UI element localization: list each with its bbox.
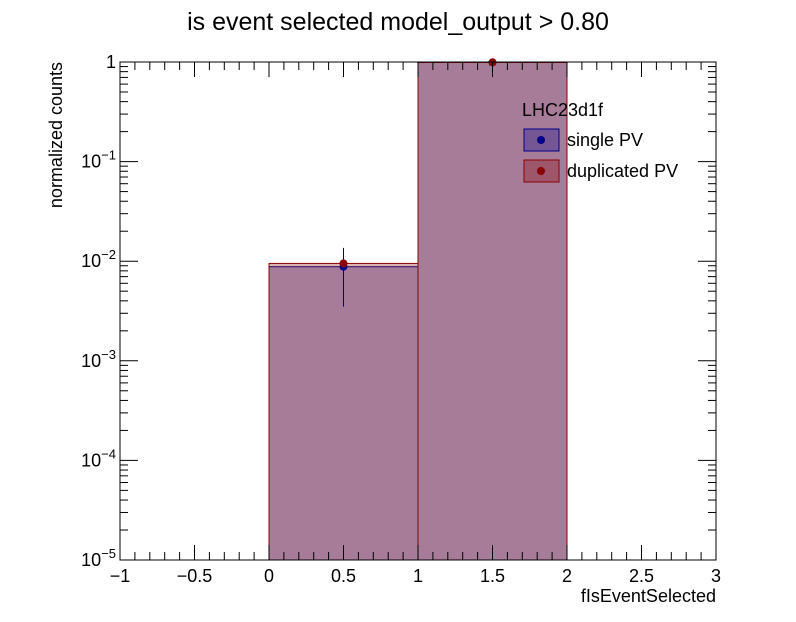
y-tick-label: 10−4 [81,446,116,470]
histogram-bar-duplicated-pv-bin-0 [268,262,419,561]
histogram-bar-single-pv-bin-0 [268,266,419,561]
y-tick-label: 10−2 [81,247,116,271]
legend-label-single-pv: single PV [567,130,643,150]
y-tick-label: 10−3 [81,347,116,371]
x-tick-label: 3 [711,566,721,586]
x-tick-label: 0 [264,566,274,586]
histogram-bar-single-pv-bin-1 [417,61,568,561]
x-tick-label: −1 [110,566,131,586]
x-tick-label: 2.5 [629,566,654,586]
legend: LHC23d1f single PV duplicated PV [522,100,678,183]
legend-marker-single-pv [537,136,545,144]
y-tick-label: 10−1 [81,148,116,172]
x-tick-label: 2 [562,566,572,586]
x-tick-label: 1 [413,566,423,586]
axes: −1 −0.5 0 0.5 1 1.5 2 2.5 3 10−5 10−4 10−3 10−2 10−1 1 [81,52,721,586]
y-tick-label: 1 [106,52,116,72]
plot-area [268,58,568,561]
x-axis-label: fIsEventSelected [581,586,716,606]
legend-marker-duplicated-pv [537,167,545,175]
y-tick-label: 10−5 [81,546,116,570]
legend-label-duplicated-pv: duplicated PV [567,161,678,181]
legend-title: LHC23d1f [522,100,604,120]
y-axis-label: normalized counts [46,62,66,208]
x-tick-label: 0.5 [331,566,356,586]
data-point-duplicated-pv-bin-0 [339,259,348,268]
chart-title: is event selected model_output > 0.80 [187,8,609,36]
x-tick-label: 1.5 [480,566,505,586]
x-tick-label: −0.5 [177,566,213,586]
